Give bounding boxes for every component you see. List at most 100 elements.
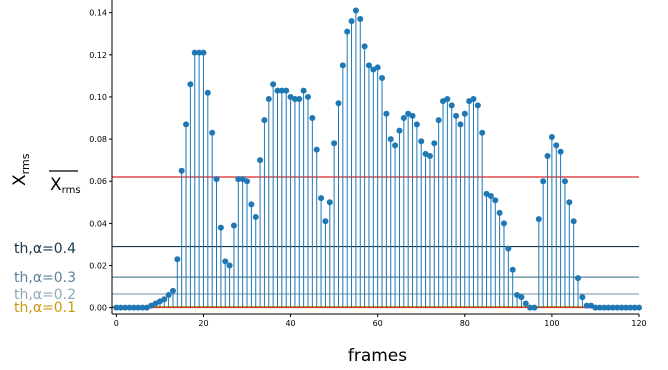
stem-marker: [304, 93, 311, 100]
stem-marker: [487, 192, 494, 199]
stem-marker: [339, 62, 346, 69]
stem-marker: [283, 87, 290, 94]
stem-marker: [636, 304, 642, 311]
y-tick-label: 0.00: [89, 304, 107, 313]
threshold-label-2: th,α=0.2: [14, 287, 76, 303]
stem-marker: [213, 176, 220, 183]
stem-marker: [313, 146, 320, 153]
stem-marker: [204, 89, 211, 96]
stem-marker: [509, 266, 516, 273]
stem-marker: [374, 64, 381, 71]
y-tick-label: 0.12: [89, 51, 107, 60]
stem-marker: [270, 81, 277, 88]
stem-marker: [413, 121, 420, 128]
stem-marker: [191, 49, 198, 56]
stem-marker: [357, 15, 364, 22]
stem-marker: [605, 304, 612, 311]
stem-marker: [561, 178, 568, 185]
stem-marker: [531, 304, 538, 311]
stem-marker: [161, 296, 168, 303]
stem-marker: [252, 214, 259, 221]
stem-marker: [322, 218, 329, 225]
stem-marker: [540, 178, 547, 185]
stem-marker: [418, 138, 425, 145]
stem-marker: [426, 152, 433, 159]
stem-marker: [496, 209, 503, 216]
stem-marker: [257, 157, 264, 164]
y-tick-label: 0.08: [89, 135, 107, 144]
stem-marker: [435, 117, 442, 124]
stem-marker: [183, 121, 190, 128]
stem-marker: [592, 304, 599, 311]
y-tick-label: 0.02: [89, 262, 107, 271]
y-tick-label: 0.14: [89, 9, 107, 18]
stem-marker: [522, 300, 529, 307]
stem-marker: [544, 152, 551, 159]
stem-marker: [318, 195, 325, 202]
stem-marker: [261, 117, 268, 124]
stem-marker: [566, 199, 573, 206]
stem-marker: [352, 7, 359, 14]
stem-marker: [165, 292, 172, 299]
stem-marker: [518, 294, 525, 301]
stem-marker: [448, 102, 455, 109]
x-tick-label: 20: [198, 319, 208, 328]
y-tick-label: 0.04: [89, 219, 107, 228]
stem-marker: [474, 102, 481, 109]
stem-marker: [230, 222, 237, 229]
x-tick-label: 80: [460, 319, 470, 328]
stem-marker: [169, 287, 176, 294]
stem-marker: [209, 129, 216, 136]
stem-marker: [614, 304, 621, 311]
stem-marker: [527, 304, 534, 311]
y-tick-label: 0.10: [89, 93, 107, 102]
stem-marker: [461, 110, 468, 117]
stem-marker: [226, 262, 233, 269]
stem-marker: [627, 304, 634, 311]
stem-marker: [383, 110, 390, 117]
stem-marker: [618, 304, 625, 311]
stem-marker: [492, 197, 499, 204]
stem-marker: [309, 115, 316, 122]
y-axis-title: Xrms: [10, 153, 32, 186]
x-axis-title: frames: [348, 346, 407, 366]
stem-marker: [196, 49, 203, 56]
stem-marker: [331, 140, 338, 147]
stem-marker: [431, 140, 438, 147]
stem-marker: [392, 142, 399, 149]
stem-marker: [248, 201, 255, 208]
stem-marker: [126, 304, 133, 311]
stem-marker: [335, 100, 342, 107]
threshold-label-0: th,α=0.4: [14, 241, 76, 257]
stem-marker: [244, 178, 251, 185]
mean-label: Xrms: [50, 175, 81, 196]
x-tick-label: 0: [114, 319, 119, 328]
stem-marker: [596, 304, 603, 311]
stem-marker: [217, 224, 224, 231]
stem-marker: [291, 96, 298, 103]
stem-marker: [409, 112, 416, 119]
stem-marker: [178, 167, 185, 174]
stem-marker: [135, 304, 142, 311]
stem-marker: [396, 127, 403, 134]
x-tick-label: 100: [544, 319, 559, 328]
stem-marker: [453, 112, 460, 119]
x-tick-label: 120: [631, 319, 646, 328]
stem-marker: [622, 304, 629, 311]
stem-marker: [570, 218, 577, 225]
stem-marker: [557, 148, 564, 155]
y-tick-label: 0.06: [89, 177, 107, 186]
stem-marker: [265, 96, 272, 103]
threshold-label-1: th,α=0.3: [14, 270, 76, 286]
stem-marker: [601, 304, 608, 311]
stem-marker: [222, 258, 229, 265]
stem-marker: [500, 220, 507, 227]
stem-marker: [387, 136, 394, 143]
stem-marker: [400, 115, 407, 122]
stem-marker: [575, 275, 582, 282]
stem-marker: [505, 245, 512, 252]
stem-marker: [344, 28, 351, 35]
stem-marker: [300, 87, 307, 94]
x-tick-label: 40: [285, 319, 295, 328]
